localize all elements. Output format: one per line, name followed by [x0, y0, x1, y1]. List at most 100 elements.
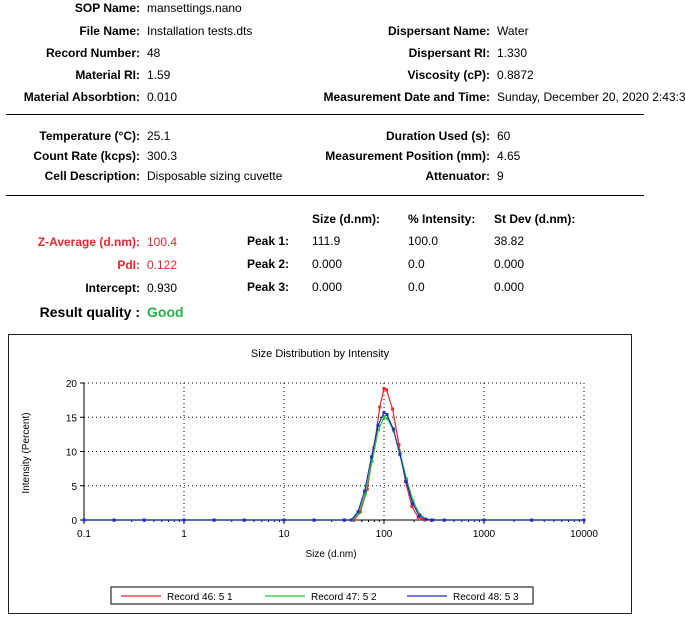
dispersant-name-label: Dispersant Name: — [387, 24, 490, 38]
dispersant-ri-value: 1.330 — [497, 46, 528, 60]
file-name-label: File Name: — [79, 24, 140, 38]
legend-label-1: Record 46: 5 1 — [167, 592, 233, 603]
series-3-point — [411, 502, 415, 506]
series-3-point — [398, 452, 402, 456]
series-3-point — [356, 510, 360, 514]
file-name-row: File Name: Installation tests.dts — [0, 23, 685, 39]
x-axis-label: Size (d.nm) — [305, 549, 356, 560]
dispersant-ri-label: Dispersant RI: — [408, 46, 490, 60]
measurement-date-and-time-value: Sunday, December 20, 2020 2:43:3.. — [497, 90, 685, 104]
measurement-position-mm-label: Measurement Position (mm): — [325, 149, 490, 163]
count-rate-kcps-label: Count Rate (kcps): — [33, 149, 140, 163]
attenuator-row: Attenuator: 9 — [0, 168, 685, 184]
file-name-value: Installation tests.dts — [147, 24, 253, 38]
material-ri-value: 1.59 — [147, 68, 171, 82]
x-tick-label: 1 — [181, 529, 187, 540]
viscosity-cp-value: 0.8872 — [497, 68, 534, 82]
series-2-point — [363, 492, 367, 496]
series-1-point — [385, 388, 389, 392]
duration-used-s-label: Duration Used (s): — [385, 129, 490, 143]
pdi-row: PdI: 0.122 — [0, 257, 300, 273]
chart-title: Size Distribution by Intensity — [251, 348, 390, 360]
series-3-point — [391, 427, 395, 431]
quality-label: Result quality : — [39, 304, 140, 320]
y-tick-label: 10 — [66, 448, 78, 459]
pdi-value: 0.122 — [147, 258, 178, 272]
series-1-point — [397, 443, 401, 447]
series-2-point — [370, 459, 374, 463]
series-3-point — [370, 455, 374, 459]
peak-3-intensity: 0.0 — [408, 280, 425, 294]
legend-label-3: Record 48: 5 3 — [453, 592, 519, 603]
y-tick-label: 0 — [71, 516, 77, 527]
series-3-point — [342, 518, 346, 522]
dispersant-ri-row: Dispersant RI: 1.330 — [0, 45, 685, 61]
series-3-point — [376, 423, 380, 427]
cell-description-row: Cell Description: Disposable sizing cuvet… — [0, 168, 685, 184]
measurement-date-and-time-row: Measurement Date and Time: Sunday, Decemb… — [0, 89, 685, 105]
cell-description-label: Cell Description: — [44, 169, 140, 183]
quality-row: Result quality : Good — [0, 302, 300, 322]
sop-row: SOP Name: mansettings.nano — [0, 0, 685, 16]
size-header: Size (d.nm): — [312, 212, 380, 226]
series-3-point — [530, 518, 534, 522]
count-rate-kcps-value: 300.3 — [147, 149, 178, 163]
series-1-point — [391, 407, 395, 411]
series-3-point — [582, 518, 586, 522]
duration-used-s-value: 60 — [497, 129, 511, 143]
y-axis-label: Intensity (Percent) — [21, 412, 32, 493]
quality-value: Good — [147, 304, 184, 320]
peak-1-size: 111.9 — [312, 234, 341, 248]
peak-1-stdev: 38.82 — [494, 234, 525, 248]
series-1-point — [378, 405, 382, 409]
series-line-3 — [84, 411, 584, 521]
measurement-position-mm-row: Measurement Position (mm): 4.65 — [0, 148, 685, 164]
peak-3-size: 0.000 — [312, 280, 343, 294]
series-3-point — [242, 518, 246, 522]
series-line-1 — [84, 387, 584, 521]
x-tick-label: 100 — [376, 529, 393, 540]
series-2-point — [385, 417, 389, 421]
series-3-point — [482, 518, 486, 522]
viscosity-cp-row: Viscosity (cP): 0.8872 — [0, 67, 685, 83]
duration-used-s-row: Duration Used (s): 60 — [0, 128, 685, 144]
peak-2-stdev: 0.000 — [494, 257, 525, 271]
x-tick-label: 0.1 — [77, 529, 91, 540]
peak-2-intensity: 0.0 — [408, 257, 425, 271]
series-1-point — [352, 518, 356, 522]
divider — [6, 195, 644, 196]
record-number-label: Record Number: — [45, 46, 140, 60]
series-3-point — [312, 518, 316, 522]
dispersant-name-row: Dispersant Name: Water — [0, 23, 685, 39]
sop-value: mansettings.nano — [147, 1, 242, 15]
cell-description-value: Disposable sizing cuvette — [147, 169, 283, 183]
series-3-point — [430, 518, 434, 522]
series-3-point — [385, 413, 389, 417]
measurement-position-mm-value: 4.65 — [497, 149, 521, 163]
y-tick-label: 5 — [71, 482, 77, 493]
measurement-date-and-time-label: Measurement Date and Time: — [323, 90, 491, 104]
series-line-2 — [84, 416, 584, 521]
series-3-point — [424, 517, 428, 521]
stdev-header: St Dev (d.nm): — [494, 212, 576, 226]
peak-2-size: 0.000 — [312, 257, 343, 271]
temperature-c-value: 25.1 — [147, 129, 171, 143]
series-2-point — [376, 428, 380, 432]
series-3-point — [442, 518, 446, 522]
x-tick-label: 10000 — [570, 529, 598, 540]
temperature-c-label: Temperature (°C): — [39, 129, 140, 143]
intercept-value: 0.930 — [147, 281, 178, 295]
zaverage-value: 100.4 — [147, 235, 178, 249]
series-1-point — [358, 510, 362, 514]
attenuator-value: 9 — [497, 169, 504, 183]
material-absorbtion-row: Material Absorbtion: 0.010 — [0, 89, 685, 105]
dispersant-name-value: Water — [497, 24, 529, 38]
series-2-point — [411, 499, 415, 503]
material-ri-row: Material RI: 1.59 — [0, 67, 685, 83]
series-3-point — [349, 518, 353, 522]
y-tick-label: 20 — [66, 379, 78, 390]
viscosity-cp-label: Viscosity (cP): — [407, 68, 490, 82]
series-3-point — [182, 518, 186, 522]
zaverage-label: Z-Average (d.nm): — [37, 235, 140, 249]
series-1-point — [382, 386, 386, 390]
